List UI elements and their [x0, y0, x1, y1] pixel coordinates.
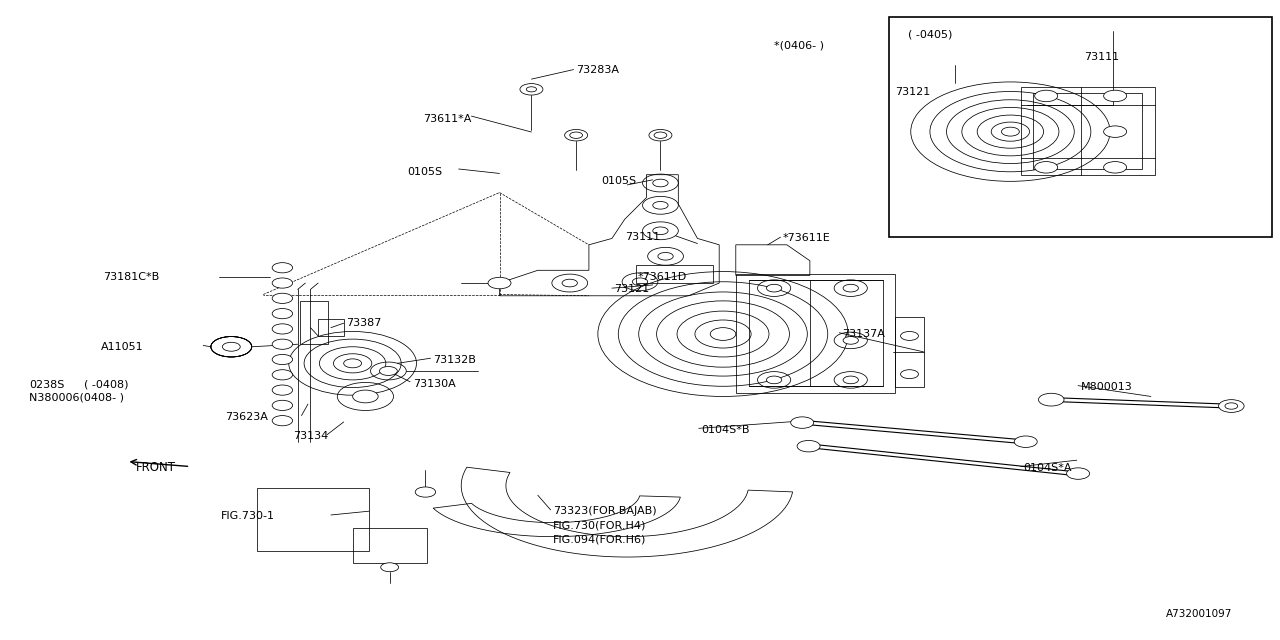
Circle shape: [379, 367, 397, 376]
Circle shape: [273, 400, 293, 410]
Circle shape: [273, 385, 293, 395]
Circle shape: [901, 370, 919, 379]
Circle shape: [564, 129, 588, 141]
Text: 73181C*B: 73181C*B: [104, 272, 160, 282]
Circle shape: [488, 277, 511, 289]
Bar: [749, 280, 883, 387]
Bar: [736, 274, 896, 393]
Circle shape: [844, 284, 859, 292]
Circle shape: [844, 376, 859, 384]
Text: FIG.094(FOR.H6): FIG.094(FOR.H6): [553, 534, 646, 544]
Text: 0104S*A: 0104S*A: [1023, 463, 1071, 473]
Circle shape: [1014, 436, 1037, 447]
Text: N380006(0408- ): N380006(0408- ): [29, 393, 124, 403]
Bar: [896, 317, 924, 387]
Bar: [890, 17, 1272, 237]
Text: *73611D: *73611D: [637, 271, 686, 282]
Text: 0105S: 0105S: [407, 167, 443, 177]
Circle shape: [797, 440, 820, 452]
Text: *(0406- ): *(0406- ): [774, 41, 824, 51]
Circle shape: [273, 339, 293, 349]
Text: FIG.730(FOR.H4): FIG.730(FOR.H4): [553, 520, 646, 530]
Text: 73323(FOR.BAJAB): 73323(FOR.BAJAB): [553, 506, 657, 516]
Circle shape: [1034, 161, 1057, 173]
Circle shape: [273, 370, 293, 380]
Circle shape: [273, 262, 293, 273]
Text: 73623A: 73623A: [225, 412, 268, 422]
Text: 73134: 73134: [293, 431, 328, 441]
Circle shape: [562, 279, 577, 287]
Circle shape: [1219, 399, 1244, 412]
Circle shape: [658, 252, 673, 260]
Text: 73121: 73121: [896, 87, 931, 97]
Text: 73387: 73387: [346, 318, 381, 328]
Text: 73121: 73121: [614, 284, 650, 294]
Text: ( -0408): ( -0408): [84, 380, 129, 390]
Circle shape: [767, 376, 782, 384]
Circle shape: [653, 227, 668, 235]
Circle shape: [415, 487, 435, 497]
Circle shape: [844, 337, 859, 344]
Bar: [1020, 87, 1155, 175]
Text: M800013: M800013: [1080, 382, 1133, 392]
Text: 0104S*B: 0104S*B: [701, 424, 750, 435]
Circle shape: [649, 129, 672, 141]
Circle shape: [1103, 161, 1126, 173]
Circle shape: [1066, 468, 1089, 479]
Text: 0238S: 0238S: [29, 380, 65, 390]
Circle shape: [273, 308, 293, 319]
Text: FRONT: FRONT: [136, 461, 175, 474]
Text: 73611*A: 73611*A: [422, 115, 471, 124]
Circle shape: [1034, 90, 1057, 102]
Text: 73283A: 73283A: [576, 65, 620, 75]
Bar: [636, 265, 713, 283]
Circle shape: [352, 390, 378, 403]
Circle shape: [223, 342, 241, 351]
Circle shape: [653, 202, 668, 209]
Bar: [352, 529, 426, 563]
Circle shape: [273, 324, 293, 334]
Text: 73130A: 73130A: [412, 379, 456, 388]
Circle shape: [273, 293, 293, 303]
Text: ( -0405): ( -0405): [909, 29, 952, 40]
Bar: [1033, 93, 1142, 168]
Text: A11051: A11051: [101, 342, 143, 352]
Circle shape: [1038, 394, 1064, 406]
Circle shape: [273, 355, 293, 365]
Circle shape: [1103, 90, 1126, 102]
Circle shape: [273, 278, 293, 288]
Bar: [257, 488, 369, 550]
Circle shape: [520, 84, 543, 95]
Circle shape: [273, 415, 293, 426]
Text: 73132B: 73132B: [433, 355, 476, 365]
Text: 73111: 73111: [625, 232, 659, 242]
Text: 73111: 73111: [1084, 52, 1120, 63]
Text: FIG.730-1: FIG.730-1: [221, 511, 275, 521]
Circle shape: [653, 179, 668, 187]
Bar: [301, 301, 329, 344]
Circle shape: [767, 284, 782, 292]
Bar: [319, 319, 344, 336]
Circle shape: [380, 563, 398, 572]
Text: 0105S: 0105S: [602, 176, 637, 186]
Text: A732001097: A732001097: [1166, 609, 1233, 620]
Circle shape: [632, 278, 648, 285]
Circle shape: [1103, 126, 1126, 138]
Circle shape: [901, 332, 919, 340]
Text: 73137A: 73137A: [842, 329, 884, 339]
Text: *73611E: *73611E: [783, 234, 831, 243]
Circle shape: [791, 417, 814, 428]
